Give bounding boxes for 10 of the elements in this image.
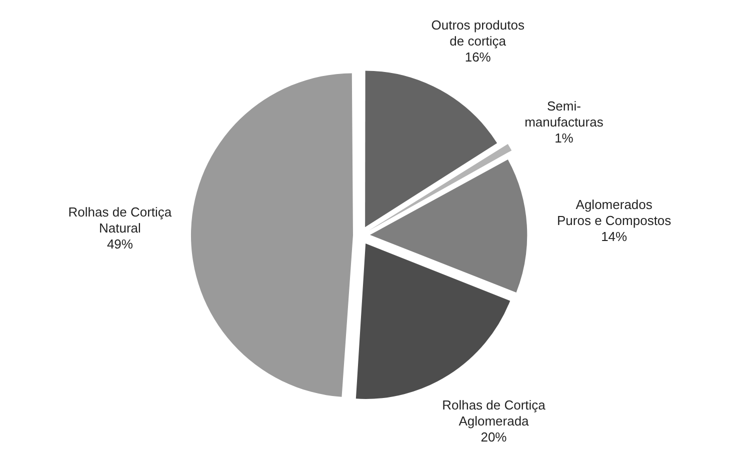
data-label: 1%: [554, 130, 574, 146]
data-label: 16%: [464, 49, 492, 64]
data-label: 49%: [106, 236, 134, 252]
slice-label: Rolhas de Cortiça Aglomerada: [442, 398, 546, 429]
slice-label: Aglomerados Puros e Compostos: [556, 197, 672, 228]
slice-label: Rolhas de Cortiça Natural: [68, 204, 172, 236]
slice-label: Semi- manufacturas: [524, 98, 604, 130]
slice-label: Outros produtos de cortiça: [431, 17, 525, 48]
data-label: 20%: [480, 430, 508, 445]
data-label: 14%: [601, 229, 628, 244]
